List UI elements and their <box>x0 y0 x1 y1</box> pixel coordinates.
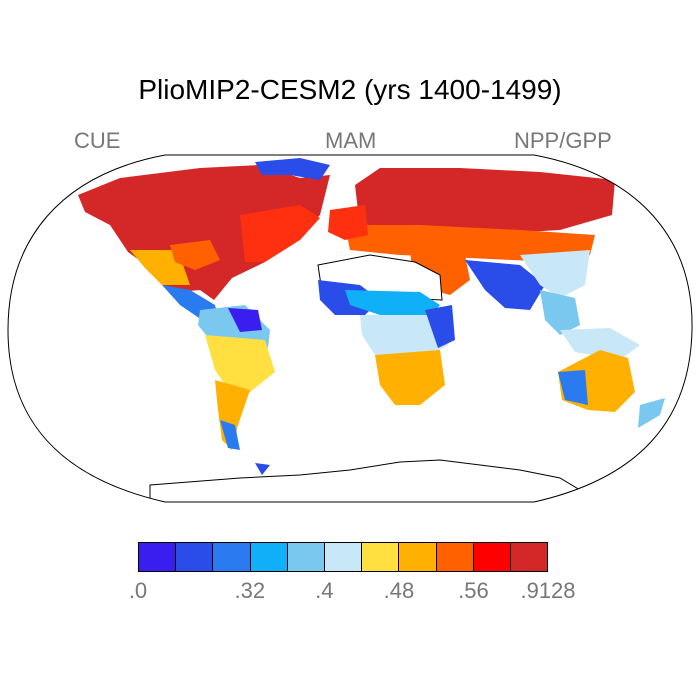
ratio-label: NPP/GPP <box>514 128 612 153</box>
north-america-east <box>240 205 320 262</box>
southern-africa <box>375 350 445 405</box>
sahel-band <box>345 290 440 318</box>
arctic-islands <box>255 158 330 180</box>
australia-west <box>558 370 588 405</box>
colorbar-swatch <box>510 543 548 571</box>
central-africa <box>360 315 448 360</box>
season-label: MAM <box>325 128 377 153</box>
colorbar-swatch <box>250 543 288 571</box>
colorbar-tick-label: .4 <box>315 578 334 603</box>
antarctica-outline <box>149 459 581 502</box>
antarctic-peninsula <box>255 463 270 475</box>
colorbar-tick-label: .48 <box>383 578 415 603</box>
colorbar-swatch <box>473 543 511 571</box>
south-asia <box>465 260 545 310</box>
map-title: PlioMIP2-CESM2 (yrs 1400-1499) <box>138 74 562 105</box>
north-america-landmass <box>78 165 330 300</box>
colorbar-swatch <box>176 543 214 571</box>
southeast-asia <box>540 290 580 335</box>
new-zealand <box>638 398 665 428</box>
colorbar-tick-label: .56 <box>458 578 489 603</box>
colorbar-swatch <box>436 543 474 571</box>
east-asia <box>520 250 590 298</box>
map-boundary <box>7 154 693 503</box>
colorbar-swatch <box>324 543 363 571</box>
colorbar-swatch <box>139 543 177 571</box>
colorbar-tick-label: .32 <box>234 578 266 603</box>
colorbar-tick-label: .0 <box>128 578 148 603</box>
south-america-amazon <box>205 335 275 395</box>
colorbar-swatch <box>362 543 400 571</box>
east-africa <box>425 305 455 348</box>
colorbar-swatch <box>213 543 251 571</box>
colorbar-swatch <box>287 543 325 571</box>
north-america-interior <box>170 240 220 270</box>
europe <box>328 205 368 240</box>
colorbar-swatch <box>399 543 437 571</box>
eurasia-central <box>345 225 595 262</box>
south-america-tip <box>220 420 240 450</box>
maritime-asia <box>560 328 640 360</box>
variable-label: CUE <box>74 128 121 153</box>
eurasia-north <box>355 168 615 235</box>
south-america-blue-band <box>228 308 262 332</box>
colorbar <box>138 542 548 572</box>
colorbar-tick-label: .9128 <box>520 578 576 603</box>
